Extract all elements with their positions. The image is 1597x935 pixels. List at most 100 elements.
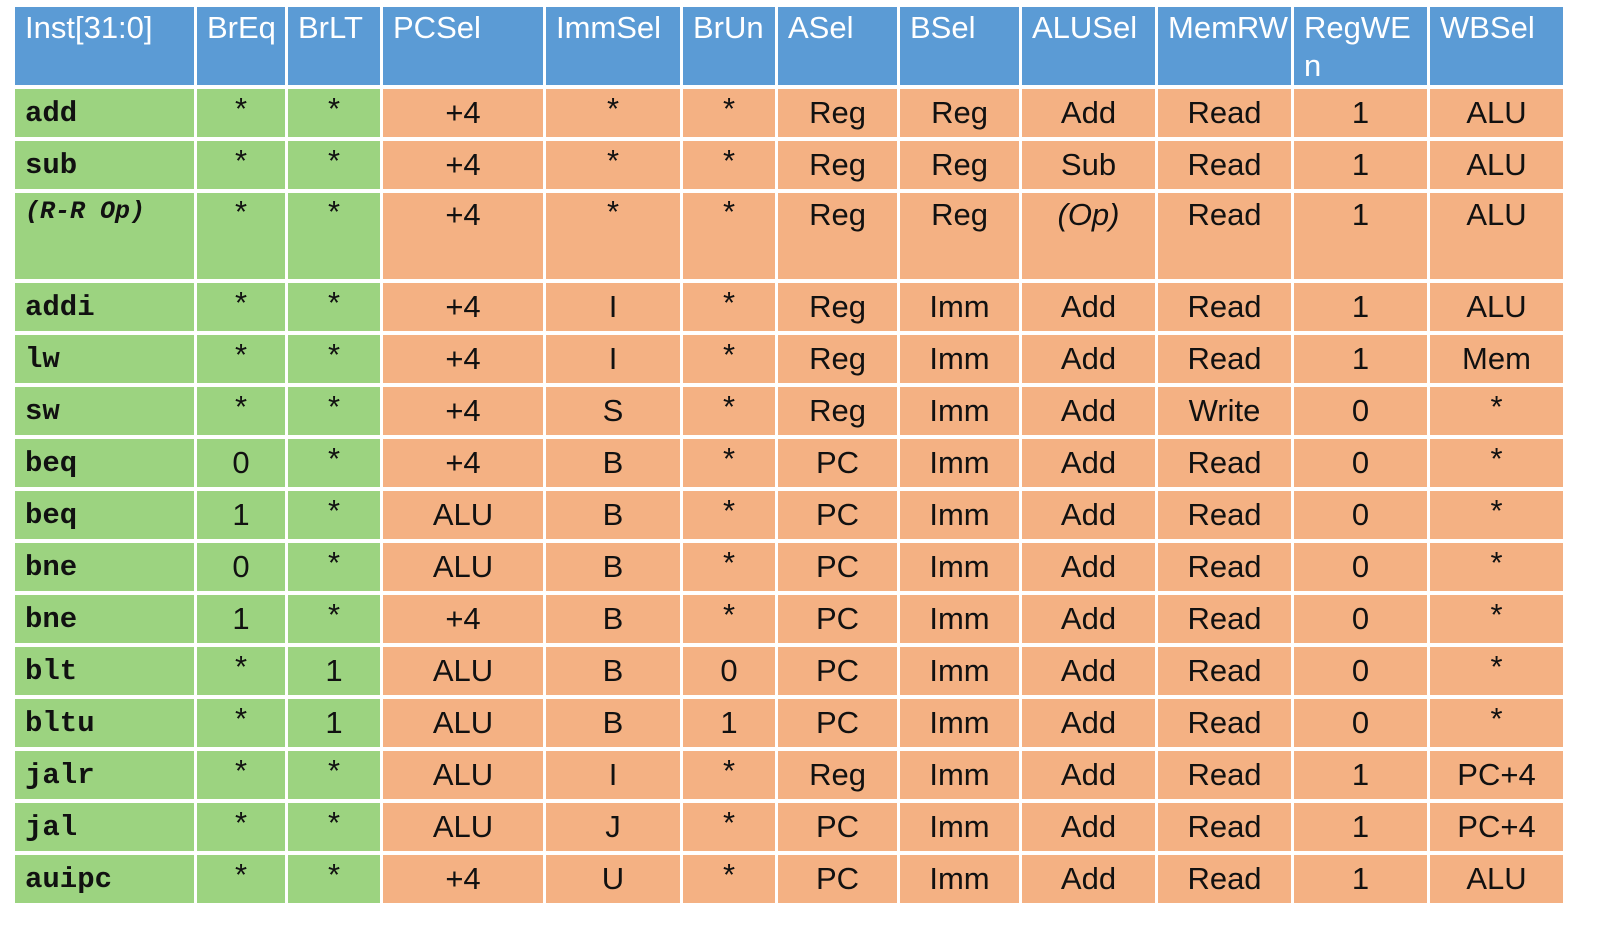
table-row: beq 0 * +4 B * PC Imm Add Read 0 * <box>15 439 1563 487</box>
cell-asel: Reg <box>778 335 897 383</box>
table-row: jal * * ALU J * PC Imm Add Read 1 PC+4 <box>15 803 1563 851</box>
table-row: sub * * +4 * * Reg Reg Sub Read 1 ALU <box>15 141 1563 189</box>
col-header-regwen: RegWEn <box>1294 7 1427 85</box>
cell-brun: * <box>683 439 775 487</box>
cell-asel: PC <box>778 543 897 591</box>
cell-asel: PC <box>778 439 897 487</box>
table-header-row: Inst[31:0] BrEq BrLT PCSel ImmSel BrUn A… <box>15 7 1563 85</box>
cell-bsel: Imm <box>900 699 1019 747</box>
cell-alusel: Add <box>1022 283 1155 331</box>
cell-asel: PC <box>778 491 897 539</box>
cell-brlt: * <box>288 335 380 383</box>
cell-wbsel: * <box>1430 439 1563 487</box>
cell-regwen: 1 <box>1294 335 1427 383</box>
cell-alusel: Sub <box>1022 141 1155 189</box>
cell-brun: * <box>683 543 775 591</box>
cell-inst: sub <box>15 141 194 189</box>
table-row: auipc * * +4 U * PC Imm Add Read 1 ALU <box>15 855 1563 903</box>
cell-brlt: * <box>288 543 380 591</box>
cell-bsel: Imm <box>900 647 1019 695</box>
col-header-alusel: ALUSel <box>1022 7 1155 85</box>
cell-wbsel: * <box>1430 647 1563 695</box>
cell-inst: bltu <box>15 699 194 747</box>
cell-regwen: 0 <box>1294 387 1427 435</box>
cell-asel: PC <box>778 855 897 903</box>
cell-regwen: 1 <box>1294 193 1427 279</box>
cell-pcsel: ALU <box>383 699 543 747</box>
cell-breq: 1 <box>197 491 285 539</box>
cell-inst: addi <box>15 283 194 331</box>
cell-regwen: 1 <box>1294 751 1427 799</box>
cell-pcsel: +4 <box>383 855 543 903</box>
cell-regwen: 0 <box>1294 439 1427 487</box>
cell-immsel: I <box>546 283 680 331</box>
cell-memrw: Read <box>1158 89 1291 137</box>
cell-pcsel: +4 <box>383 387 543 435</box>
cell-immsel: B <box>546 491 680 539</box>
cell-memrw: Read <box>1158 141 1291 189</box>
cell-inst: beq <box>15 491 194 539</box>
table-row: (R-R Op) * * +4 * * Reg Reg (Op) Read 1 ALU <box>15 193 1563 279</box>
cell-wbsel: * <box>1430 491 1563 539</box>
table-body: add * * +4 * * Reg Reg Add Read 1 ALU sub * * +4 * * Reg Re… <box>15 89 1563 903</box>
cell-wbsel: * <box>1430 387 1563 435</box>
table-row: add * * +4 * * Reg Reg Add Read 1 ALU <box>15 89 1563 137</box>
col-header-bsel: BSel <box>900 7 1019 85</box>
cell-bsel: Imm <box>900 751 1019 799</box>
cell-brlt: * <box>288 193 380 279</box>
cell-brun: * <box>683 387 775 435</box>
cell-breq: * <box>197 647 285 695</box>
cell-wbsel: ALU <box>1430 855 1563 903</box>
table-row: jalr * * ALU I * Reg Imm Add Read 1 PC+4 <box>15 751 1563 799</box>
cell-wbsel: * <box>1430 699 1563 747</box>
cell-inst: bne <box>15 543 194 591</box>
cell-pcsel: ALU <box>383 751 543 799</box>
table-row: bne 1 * +4 B * PC Imm Add Read 0 * <box>15 595 1563 643</box>
cell-breq: * <box>197 283 285 331</box>
cell-memrw: Read <box>1158 283 1291 331</box>
cell-brlt: * <box>288 141 380 189</box>
cell-breq: * <box>197 141 285 189</box>
cell-pcsel: +4 <box>383 595 543 643</box>
cell-pcsel: +4 <box>383 193 543 279</box>
cell-alusel: Add <box>1022 335 1155 383</box>
cell-regwen: 0 <box>1294 647 1427 695</box>
cell-breq: 1 <box>197 595 285 643</box>
col-header-asel: ASel <box>778 7 897 85</box>
cell-bsel: Imm <box>900 855 1019 903</box>
cell-breq: * <box>197 387 285 435</box>
table-row: beq 1 * ALU B * PC Imm Add Read 0 * <box>15 491 1563 539</box>
cell-regwen: 1 <box>1294 283 1427 331</box>
cell-alusel: Add <box>1022 855 1155 903</box>
cell-inst: bne <box>15 595 194 643</box>
table-row: bltu * 1 ALU B 1 PC Imm Add Read 0 * <box>15 699 1563 747</box>
cell-immsel: J <box>546 803 680 851</box>
cell-breq: * <box>197 193 285 279</box>
cell-wbsel: ALU <box>1430 283 1563 331</box>
cell-brlt: * <box>288 751 380 799</box>
cell-pcsel: ALU <box>383 647 543 695</box>
cell-wbsel: PC+4 <box>1430 803 1563 851</box>
cell-brun: * <box>683 595 775 643</box>
cell-breq: * <box>197 699 285 747</box>
cell-bsel: Imm <box>900 283 1019 331</box>
cell-brun: 1 <box>683 699 775 747</box>
cell-inst: add <box>15 89 194 137</box>
cell-pcsel: ALU <box>383 491 543 539</box>
cell-memrw: Read <box>1158 335 1291 383</box>
cell-wbsel: Mem <box>1430 335 1563 383</box>
cell-memrw: Read <box>1158 543 1291 591</box>
cell-immsel: * <box>546 193 680 279</box>
col-header-memrw: MemRW <box>1158 7 1291 85</box>
cell-breq: * <box>197 335 285 383</box>
cell-bsel: Imm <box>900 439 1019 487</box>
cell-inst: (R-R Op) <box>15 193 194 279</box>
cell-brlt: * <box>288 89 380 137</box>
cell-brlt: * <box>288 855 380 903</box>
cell-memrw: Read <box>1158 699 1291 747</box>
cell-bsel: Imm <box>900 387 1019 435</box>
cell-bsel: Imm <box>900 803 1019 851</box>
cell-immsel: B <box>546 647 680 695</box>
cell-brlt: * <box>288 439 380 487</box>
cell-brlt: * <box>288 491 380 539</box>
